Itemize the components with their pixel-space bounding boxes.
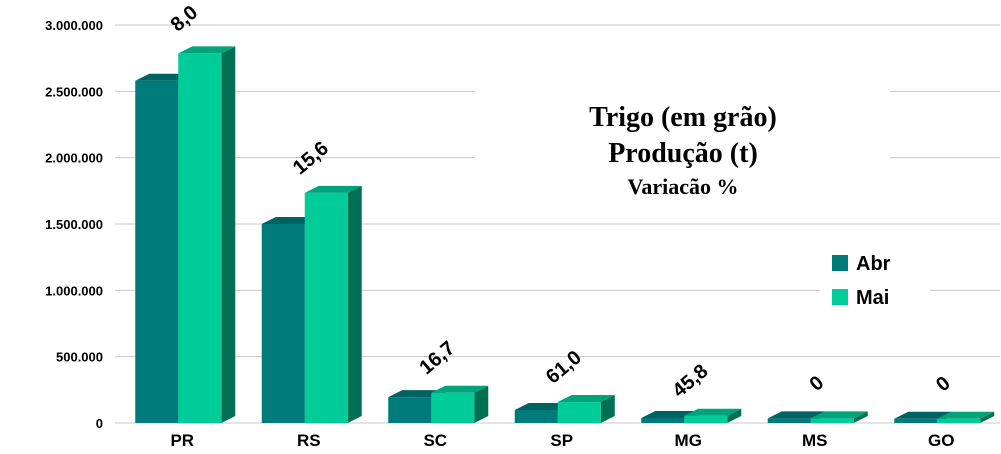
bar-top — [937, 411, 995, 419]
bar — [135, 80, 179, 423]
variation-label: 16,7 — [415, 337, 459, 379]
bar-side — [853, 411, 868, 423]
bar-top — [514, 402, 572, 410]
x-tick-label: GO — [928, 431, 954, 449]
bar-top — [261, 217, 319, 224]
y-tick-label: 2.500.000 — [45, 84, 103, 99]
bar-side — [347, 185, 362, 423]
bar-top — [178, 46, 236, 54]
bar — [894, 418, 938, 423]
x-tick-label: MS — [802, 431, 828, 449]
title-box — [475, 88, 890, 218]
bar — [767, 418, 811, 423]
variation-label: 0 — [806, 372, 829, 396]
bar — [684, 415, 728, 423]
y-tick-label: 1.500.000 — [45, 217, 103, 232]
x-tick-label: SP — [550, 431, 573, 449]
bar — [810, 418, 854, 423]
bar — [514, 409, 558, 423]
bar — [431, 392, 475, 423]
y-tick-label: 3.000.000 — [45, 18, 103, 33]
legend-label: Mai — [856, 287, 889, 309]
variation-label: 61,0 — [542, 347, 586, 389]
x-tick-label: SC — [423, 431, 447, 449]
bar-top — [767, 411, 825, 419]
bar-top — [557, 395, 615, 403]
chart-title: Trigo (em grão) — [589, 102, 777, 133]
legend-swatch — [832, 289, 848, 305]
bar-side — [600, 395, 615, 423]
y-tick-label: 2.000.000 — [45, 151, 103, 166]
bar — [261, 224, 305, 423]
legend-swatch — [832, 255, 848, 271]
bar — [557, 402, 601, 423]
bar — [388, 397, 432, 423]
bar-top — [431, 385, 489, 393]
y-tick-label: 1.000.000 — [45, 283, 103, 298]
bar — [937, 418, 981, 423]
bar-top — [810, 411, 868, 419]
variation-label: 0 — [932, 372, 955, 396]
bar-top — [684, 408, 742, 416]
chart-title: Produção (t) — [608, 138, 758, 169]
variation-label: 45,8 — [668, 360, 712, 402]
bar-side — [474, 385, 489, 423]
y-tick-label: 500.000 — [56, 350, 103, 365]
x-tick-label: MG — [675, 431, 702, 449]
bar-top — [641, 410, 699, 418]
bar-side — [727, 408, 742, 423]
variation-label: 15,6 — [289, 137, 333, 179]
x-tick-label: PR — [170, 431, 194, 449]
y-tick-label: 0 — [96, 416, 103, 431]
legend-label: Abr — [856, 253, 891, 275]
bar — [304, 192, 348, 423]
bar-side — [980, 411, 995, 423]
bar-top — [388, 390, 446, 398]
bar-side — [221, 46, 236, 424]
bar — [178, 53, 222, 424]
chart-title: Variacão % — [627, 174, 738, 199]
bar-top — [135, 73, 193, 81]
bar-top — [304, 185, 362, 193]
x-tick-label: RS — [297, 431, 321, 449]
bar-top — [894, 411, 952, 419]
variation-label: 8,0 — [167, 1, 202, 36]
bar — [641, 417, 685, 423]
